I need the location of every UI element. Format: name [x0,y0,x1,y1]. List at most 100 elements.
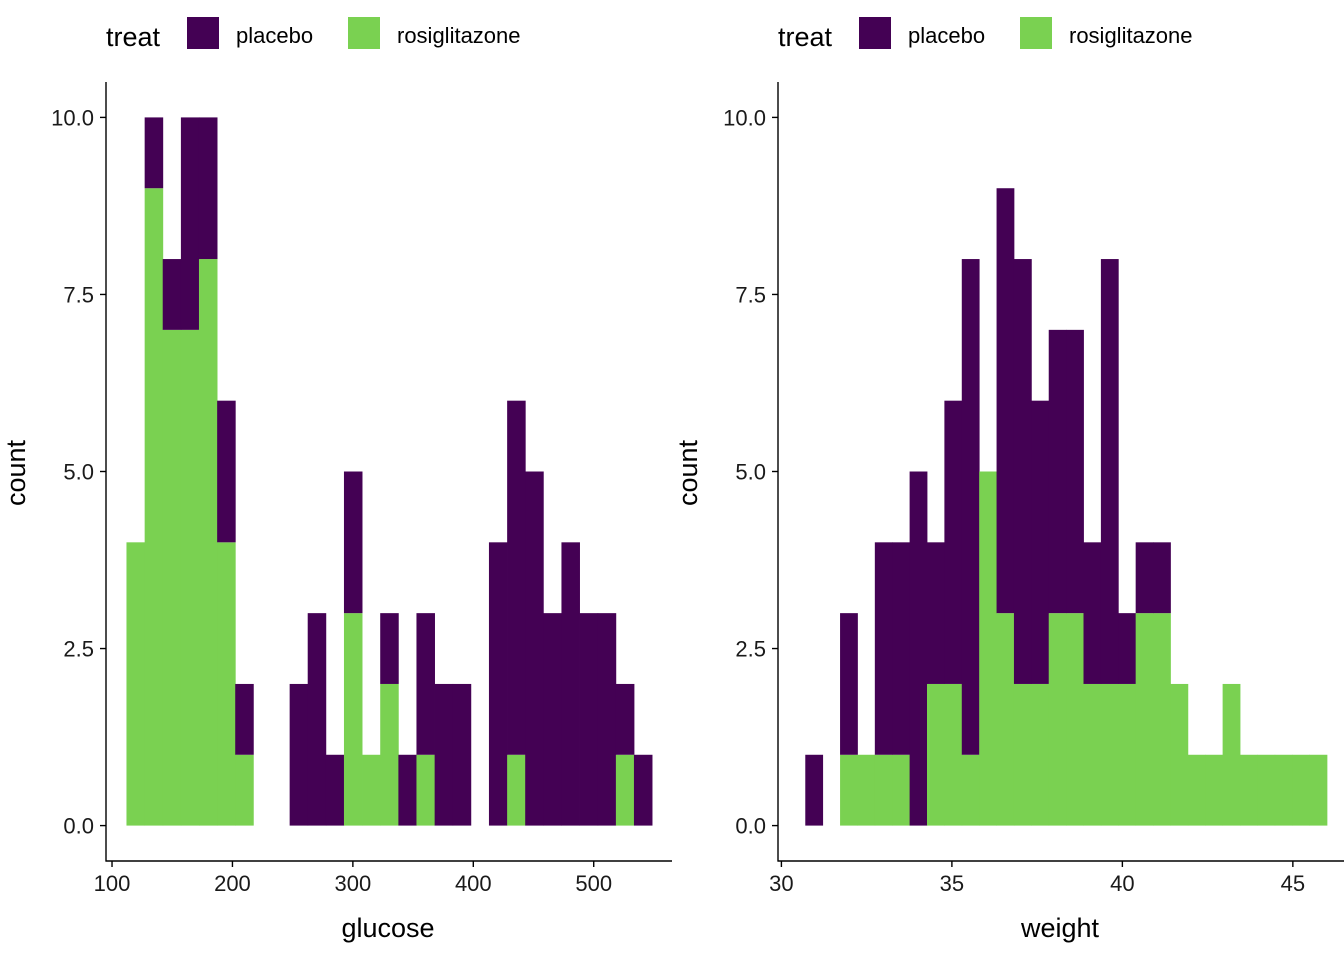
y-tick-label: 5.0 [735,460,766,485]
legend-swatch-placebo [859,17,891,49]
bar-placebo [162,259,182,330]
bar-rosiglitazone [1083,683,1102,826]
bar-placebo [927,542,945,684]
bar-rosiglitazone [892,754,911,826]
bar-rosiglitazone [144,188,164,826]
bar-placebo [1135,542,1154,614]
y-tick-label: 10.0 [51,105,94,130]
bar-placebo [615,683,635,755]
bar-rosiglitazone [1118,683,1137,826]
bar-placebo [579,613,599,826]
x-tick-label: 35 [940,871,964,896]
legend-label-placebo: placebo [236,23,313,48]
bar-placebo [217,400,236,543]
bar-placebo [909,471,928,826]
bar-rosiglitazone [1274,754,1293,826]
x-axis-title: weight [1020,913,1100,943]
bar-placebo [874,542,893,755]
bar-rosiglitazone [180,329,200,826]
y-tick-label: 0.0 [735,814,766,839]
legend-swatch-rosiglitazone [348,17,380,49]
bars-weight [805,188,1328,826]
bar-placebo [307,613,327,826]
y-tick-label: 5.0 [63,460,94,485]
bar-placebo [1100,259,1119,684]
bar-placebo [144,117,164,189]
bar-placebo [633,754,653,826]
bar-placebo [1066,329,1084,614]
bar-rosiglitazone [162,329,182,826]
bar-placebo [1048,329,1067,614]
bar-rosiglitazone [1240,754,1258,826]
bar-placebo [235,683,254,755]
x-axis-title: glucose [341,913,434,943]
x-tick-label: 200 [214,871,251,896]
bar-placebo [996,188,1015,614]
bar-rosiglitazone [343,613,363,826]
bar-placebo [1031,400,1050,684]
x-tick-label: 30 [769,871,793,896]
bar-placebo [434,683,454,826]
bar-rosiglitazone [1013,683,1032,826]
bar-rosiglitazone [126,542,145,826]
legend-label-rosiglitazone: rosiglitazone [397,23,521,48]
y-tick-label: 2.5 [735,637,766,662]
bar-rosiglitazone [1205,754,1224,826]
bar-rosiglitazone [857,754,876,826]
legend-label-rosiglitazone: rosiglitazone [1069,23,1193,48]
bar-rosiglitazone [979,471,997,826]
bar-placebo [180,117,200,330]
chart-panel-weight: treat placebo rosiglitazone 0.0 2.5 5.0 7.5… [673,17,1344,943]
x-tick-label: 40 [1110,871,1134,896]
bar-rosiglitazone [1100,683,1119,826]
y-tick-label: 10.0 [723,105,766,130]
bar-rosiglitazone [1309,754,1328,826]
bar-placebo [289,683,309,826]
legend: treat placebo rosiglitazone [106,17,521,52]
bar-rosiglitazone [840,754,858,826]
x-tick-label: 45 [1281,871,1305,896]
bar-rosiglitazone [1187,754,1206,826]
bar-rosiglitazone [198,259,218,826]
bar-placebo [1118,613,1137,684]
bar-placebo [805,754,824,826]
bar-rosiglitazone [380,683,399,826]
bar-rosiglitazone [1170,683,1189,826]
axes-glucose: 0.0 2.5 5.0 7.5 10.0 100 200 300 400 500 [51,82,672,896]
legend-title: treat [778,22,833,52]
bar-rosiglitazone [1135,613,1154,826]
bar-placebo [380,613,399,684]
bar-placebo [892,542,911,755]
axes-weight: 0.0 2.5 5.0 7.5 10.0 30 35 40 45 [723,82,1344,896]
y-tick-label: 0.0 [63,814,94,839]
bar-rosiglitazone [1031,683,1050,826]
legend-swatch-rosiglitazone [1020,17,1052,49]
bar-rosiglitazone [1066,613,1084,826]
bar-rosiglitazone [217,542,236,826]
y-tick-label: 7.5 [63,282,94,307]
bar-rosiglitazone [961,754,980,826]
bar-rosiglitazone [927,683,945,826]
bar-placebo [525,471,544,826]
legend-title: treat [106,22,161,52]
bar-placebo [961,259,980,755]
bar-placebo [597,613,617,826]
bar-placebo [416,613,435,755]
bar-placebo [1083,542,1102,684]
bar-placebo [398,754,417,826]
bar-rosiglitazone [507,754,526,826]
x-tick-label: 300 [335,871,372,896]
bar-rosiglitazone [416,754,435,826]
x-tick-label: 500 [575,871,612,896]
bar-placebo [561,542,580,826]
bar-rosiglitazone [944,683,963,826]
y-tick-label: 2.5 [63,637,94,662]
bar-placebo [325,754,345,826]
bar-rosiglitazone [1048,613,1067,826]
legend-swatch-placebo [187,17,219,49]
legend-label-placebo: placebo [908,23,985,48]
bar-placebo [452,683,472,826]
bar-rosiglitazone [362,754,381,826]
